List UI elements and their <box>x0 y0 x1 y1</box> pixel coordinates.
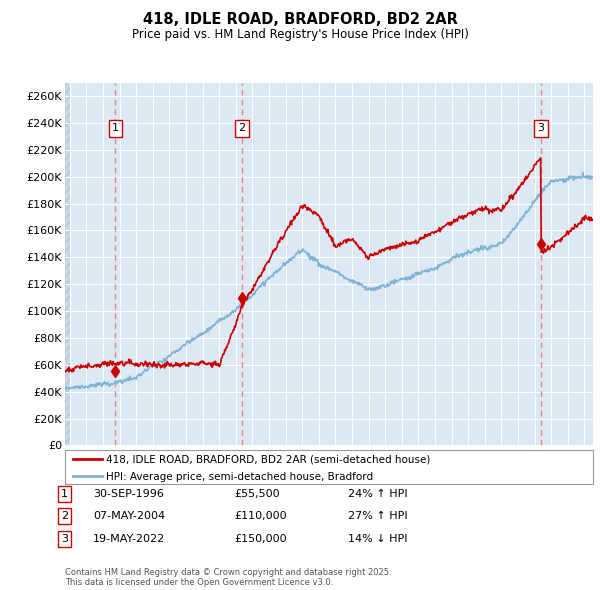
Text: Contains HM Land Registry data © Crown copyright and database right 2025.
This d: Contains HM Land Registry data © Crown c… <box>65 568 391 587</box>
Text: 3: 3 <box>61 534 68 543</box>
Text: 3: 3 <box>538 123 544 133</box>
Text: Price paid vs. HM Land Registry's House Price Index (HPI): Price paid vs. HM Land Registry's House … <box>131 28 469 41</box>
Text: 19-MAY-2022: 19-MAY-2022 <box>93 534 165 543</box>
Text: 418, IDLE ROAD, BRADFORD, BD2 2AR (semi-detached house): 418, IDLE ROAD, BRADFORD, BD2 2AR (semi-… <box>106 455 430 465</box>
Text: 418, IDLE ROAD, BRADFORD, BD2 2AR: 418, IDLE ROAD, BRADFORD, BD2 2AR <box>143 12 457 27</box>
Text: 07-MAY-2004: 07-MAY-2004 <box>93 512 165 521</box>
Text: 27% ↑ HPI: 27% ↑ HPI <box>348 512 407 521</box>
Text: 14% ↓ HPI: 14% ↓ HPI <box>348 534 407 543</box>
Text: 30-SEP-1996: 30-SEP-1996 <box>93 489 164 499</box>
Text: HPI: Average price, semi-detached house, Bradford: HPI: Average price, semi-detached house,… <box>106 472 373 482</box>
Bar <box>65 83 70 445</box>
Text: 24% ↑ HPI: 24% ↑ HPI <box>348 489 407 499</box>
Text: 2: 2 <box>238 123 245 133</box>
Text: £110,000: £110,000 <box>234 512 287 521</box>
Text: 1: 1 <box>112 123 119 133</box>
Text: £150,000: £150,000 <box>234 534 287 543</box>
Text: 2: 2 <box>61 512 68 521</box>
Text: 1: 1 <box>61 489 68 499</box>
Text: £55,500: £55,500 <box>234 489 280 499</box>
